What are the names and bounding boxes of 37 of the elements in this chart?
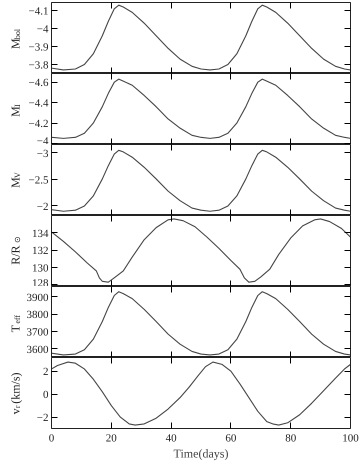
y-tick-label: −4.1	[28, 6, 49, 18]
x-tick-label: 20	[106, 432, 118, 444]
line-series	[52, 218, 350, 283]
y-tick-label: −2	[36, 200, 49, 213]
y-axis-title: Teff	[8, 314, 22, 332]
y-tick-label: −4.4	[28, 98, 49, 110]
y-tick-label: −4.2	[28, 118, 49, 130]
y-tick-label: −3	[36, 148, 49, 160]
y-tick-label: 132	[32, 245, 48, 258]
y-axis-title: vr(km/s)	[8, 372, 22, 414]
y-tick-label: −2.5	[28, 174, 49, 186]
x-tick-label: 60	[225, 432, 237, 444]
y-tick-label: −2	[36, 412, 49, 424]
y-tick-label: −3.8	[28, 60, 49, 72]
y-axis-title: Mbol	[8, 28, 22, 49]
y-tick-label: 0	[43, 389, 49, 402]
x-tick-label: 80	[285, 432, 297, 444]
y-tick-label: 130	[32, 262, 49, 274]
y-tick-label: −4	[36, 24, 49, 36]
y-tick-label: 134	[32, 228, 49, 240]
y-axis-title: MV	[8, 172, 22, 188]
y-tick-label: −4.6	[28, 77, 49, 90]
line-series	[52, 150, 350, 212]
y-tick-label: 3700	[26, 326, 49, 339]
line-series	[52, 362, 350, 426]
x-axis-title: Time(days)	[174, 446, 228, 460]
line-series	[52, 4, 350, 70]
y-tick-label: −3.9	[28, 42, 49, 54]
y-axis-title: R/R⊙	[8, 236, 22, 265]
line-series	[52, 78, 350, 139]
x-tick-label: 100	[342, 432, 360, 444]
x-tick-label: 40	[166, 432, 178, 444]
y-tick-label: 3600	[26, 344, 49, 356]
y-tick-label: 3900	[26, 292, 49, 304]
y-tick-label: 3800	[26, 309, 49, 322]
y-tick-label: 2	[43, 366, 48, 378]
y-axis-title: MI	[8, 104, 22, 117]
